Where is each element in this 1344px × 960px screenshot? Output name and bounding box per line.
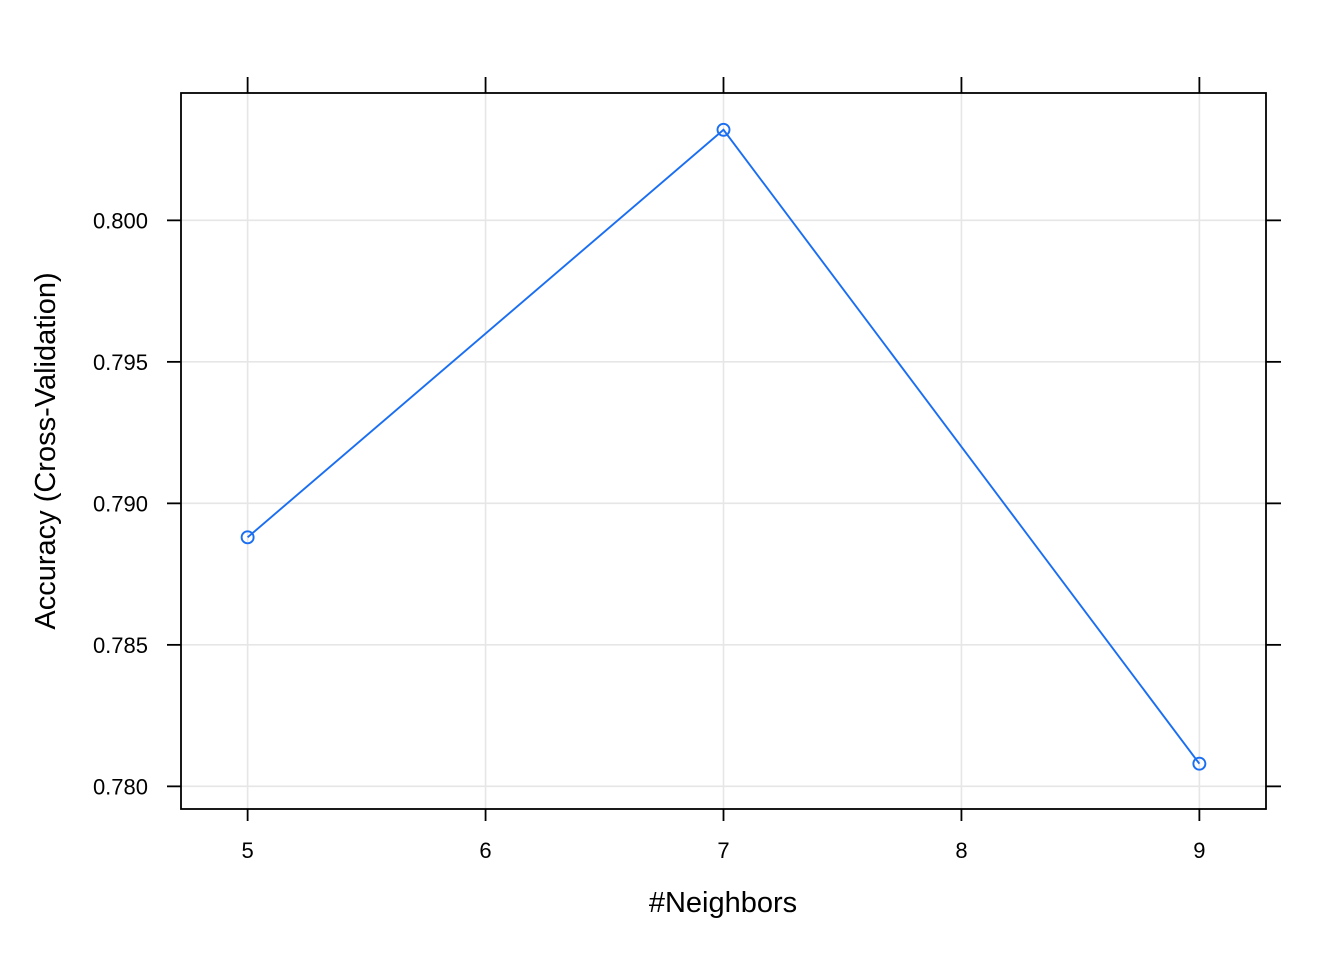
- y-tick-label: 0.785: [93, 633, 148, 658]
- x-tick-label: 6: [479, 838, 491, 863]
- y-tick-label: 0.790: [93, 491, 148, 516]
- data-point: [1192, 756, 1207, 771]
- grid: [181, 93, 1266, 809]
- y-tick-label: 0.780: [93, 774, 148, 799]
- y-axis-title: Accuracy (Cross-Validation): [30, 272, 62, 629]
- y-tick-label: 0.795: [93, 350, 148, 375]
- y-tick-label: 0.800: [93, 208, 148, 233]
- x-tick-label: 5: [241, 838, 253, 863]
- x-tick-label: 9: [1193, 838, 1205, 863]
- data-point: [240, 530, 255, 545]
- data-point: [716, 122, 731, 137]
- data-series: [240, 122, 1207, 771]
- series-line: [247, 128, 1201, 765]
- x-tick-label: 7: [717, 838, 729, 863]
- x-axis-title: #Neighbors: [649, 887, 797, 919]
- axis-ticks: 5 6 7 8 9 0.780 0.785 0.790 0.795 0.800: [93, 77, 1281, 863]
- x-tick-label: 8: [955, 838, 967, 863]
